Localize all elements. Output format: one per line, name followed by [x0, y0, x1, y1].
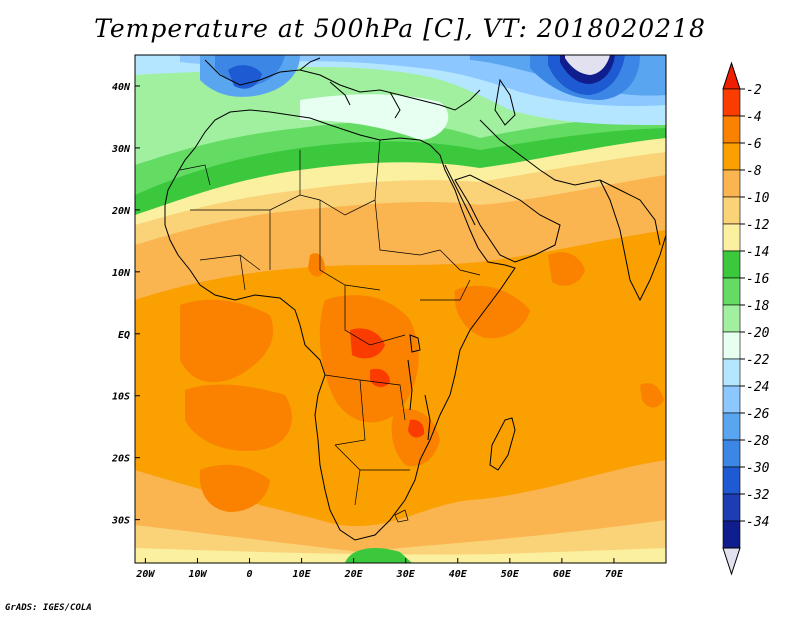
colorbar-label: -32: [746, 488, 770, 503]
colorbar-label: -18: [746, 299, 770, 314]
colorbar-segment: [722, 115, 741, 144]
colorbar-segment: [722, 196, 741, 225]
lat-tick-label: 30S: [111, 516, 130, 527]
lat-tick-label: 10S: [112, 392, 130, 403]
lat-tick-label: 20S: [111, 454, 130, 465]
colorbar-segment: [722, 358, 741, 387]
lon-tick-label: 10W: [188, 569, 207, 580]
colorbar-label: -20: [746, 326, 770, 341]
colorbar-segment: [722, 493, 741, 522]
colorbar: -2 -4 -6 -8 -10 -12 -14 -16 -18 -20 -22 -24 -26 -28 -3…: [722, 61, 770, 576]
colorbar-label: -16: [746, 272, 770, 287]
colorbar-label: -2: [746, 83, 762, 98]
lon-tick-label: 40E: [449, 569, 468, 580]
colorbar-label: -34: [746, 515, 769, 530]
colorbar-label: -8: [746, 164, 762, 179]
colorbar-segment: [722, 142, 741, 171]
lon-tick-label: 50E: [501, 569, 520, 580]
colorbar-label: -10: [746, 191, 770, 206]
latitude-axis: 40N 30N 20N 10N EQ 10S 20S 30S: [111, 82, 140, 527]
colorbar-label: -30: [746, 461, 770, 476]
credit-text: GrADS: IGES/COLA: [5, 603, 92, 613]
map-frame: [134, 54, 667, 564]
lat-tick-label: 40N: [112, 82, 131, 93]
colorbar-label: -24: [746, 380, 769, 395]
lon-tick-label: 20E: [344, 569, 364, 580]
colorbar-top-arrow: [722, 61, 741, 90]
colorbar-segment: [722, 169, 741, 198]
colorbar-bottom-arrow: [722, 547, 741, 576]
country-borders: [179, 139, 481, 523]
colorbar-label: -6: [746, 137, 762, 152]
colorbar-segment: [722, 88, 741, 117]
lat-tick-label: 20N: [111, 206, 131, 217]
colorbar-segment: [722, 439, 741, 468]
lon-tick-label: 30E: [396, 569, 416, 580]
colorbar-label: -22: [746, 353, 770, 368]
colorbar-label: -4: [746, 110, 762, 125]
lat-tick-label: 30N: [111, 144, 131, 155]
colorbar-segment: [722, 331, 741, 360]
colorbar-segment: [722, 412, 741, 441]
longitude-axis: 20W 10W 0 10E 20E 30E 40E 50E 60E 70E: [135, 558, 624, 580]
lon-tick-label: 10E: [293, 569, 312, 580]
colorbar-segment: [722, 520, 741, 549]
colorbar-segment: [722, 385, 741, 414]
lon-tick-label: 70E: [605, 569, 624, 580]
colorbar-label: -28: [746, 434, 770, 449]
map-title: Temperature at 500hPa [C], VT: 201802021…: [94, 14, 706, 43]
lat-tick-label: EQ: [118, 330, 130, 341]
colorbar-segment: [722, 277, 741, 306]
lon-tick-label: 60E: [553, 569, 572, 580]
lat-tick-label: 10N: [112, 268, 131, 279]
colorbar-label: -26: [746, 407, 770, 422]
lon-tick-label: 20W: [135, 569, 155, 580]
colorbar-segment: [722, 304, 741, 333]
colorbar-label: -12: [746, 218, 770, 233]
coastline-overlay: [164, 57, 666, 541]
colorbar-segment: [722, 223, 741, 252]
colorbar-segment: [722, 466, 741, 495]
temperature-field: [135, 55, 666, 563]
colorbar-segment: [722, 250, 741, 279]
colorbar-label: -14: [746, 245, 769, 260]
lon-tick-label: 0: [247, 569, 253, 580]
